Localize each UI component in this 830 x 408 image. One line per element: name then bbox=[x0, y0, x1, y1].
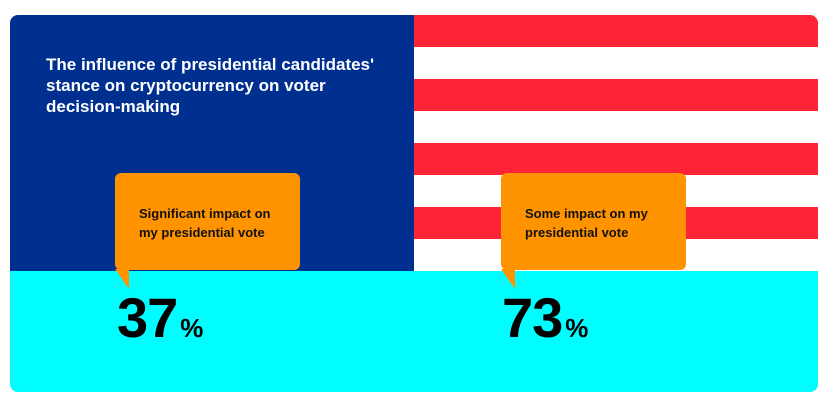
value-number-significant: 37 bbox=[117, 286, 178, 349]
values-band bbox=[10, 271, 818, 392]
label-bubble-significant: Significant impact on my presidential vo… bbox=[115, 173, 300, 270]
value-number-some: 73 bbox=[502, 286, 563, 349]
flag-red-stripe bbox=[414, 15, 818, 47]
flag-red-stripe bbox=[414, 79, 818, 111]
chart-title: The influence of presidential candidates… bbox=[46, 55, 375, 116]
bubble-tail-some bbox=[501, 269, 515, 289]
flag-red-stripe bbox=[414, 143, 818, 175]
data-label-significant: 37% bbox=[117, 290, 203, 346]
value-unit-some: % bbox=[565, 313, 589, 343]
label-bubble-some: Some impact on my presidential vote bbox=[501, 173, 686, 270]
value-unit-significant: % bbox=[180, 313, 204, 343]
category-label-significant: Significant impact on my presidential vo… bbox=[139, 206, 271, 240]
bubble-tail-significant bbox=[115, 269, 129, 289]
data-label-some: 73% bbox=[502, 290, 588, 346]
flag-stripes bbox=[414, 15, 818, 271]
category-label-some: Some impact on my presidential vote bbox=[525, 206, 648, 240]
infographic-card: The influence of presidential candidates… bbox=[10, 15, 818, 392]
